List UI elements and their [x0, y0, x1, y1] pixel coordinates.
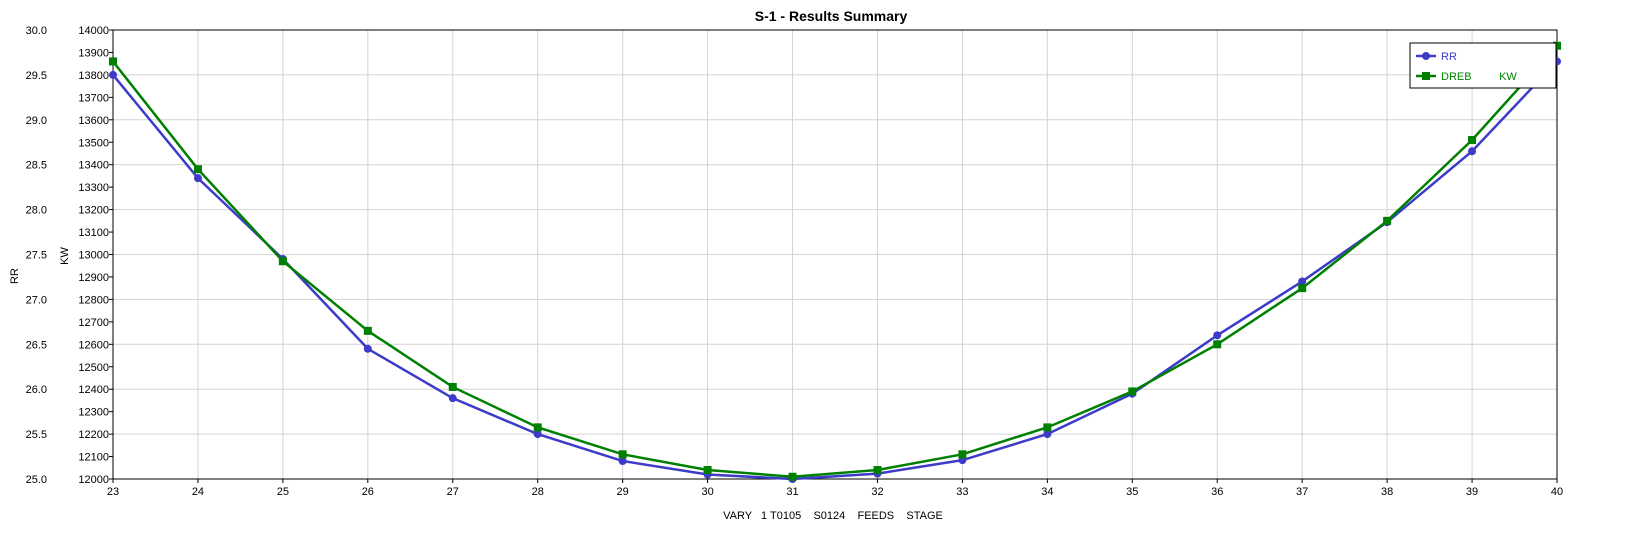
y-right-tick-label: 13100 [78, 227, 109, 239]
legend-box [1409, 42, 1557, 89]
data-point-circle [1043, 430, 1052, 439]
x-tick-label: 25 [277, 486, 289, 498]
data-point-square [1468, 136, 1477, 145]
data-point-square [1383, 216, 1392, 225]
y-right-tick-label: 12300 [78, 407, 109, 419]
y-right-tick-label: 13300 [78, 182, 109, 194]
data-point-circle [1468, 147, 1477, 156]
y-right-tick-label: 13500 [78, 137, 109, 149]
tick-labels: 23 24 25 26 27 28 29 30 31 32 33 34 35 36 37 38 39 40 25.0… [26, 25, 1564, 498]
data-point-circle [1298, 277, 1307, 286]
x-tick-label: 24 [192, 486, 204, 498]
y-right-tick-label: 12900 [78, 272, 109, 284]
data-point-circle [193, 174, 202, 183]
y-right-tick-label: 12100 [78, 452, 109, 464]
y-right-tick-label: 12600 [78, 339, 109, 351]
y-right-tick-label: 12500 [78, 362, 109, 374]
data-point-square [193, 165, 202, 174]
y-right-tick-label: 13200 [78, 205, 109, 217]
y-right-tick-label: 12700 [78, 317, 109, 329]
y-right-tick-label: 12200 [78, 429, 109, 441]
data-point-circle [533, 430, 542, 439]
x-tick-label: 23 [107, 486, 119, 498]
x-tick-label: 31 [786, 486, 798, 498]
series-line-0 [112, 60, 1558, 481]
data-point-square [278, 257, 287, 266]
x-tick-label: 40 [1551, 486, 1563, 498]
x-tick-label: 35 [1126, 486, 1138, 498]
x-tick-label: 32 [871, 486, 883, 498]
y-right-tick-label: 13000 [78, 250, 109, 262]
x-tick-label: 36 [1211, 486, 1223, 498]
x-tick-label: 30 [701, 486, 713, 498]
legend-dreb-label: DREB KW [1441, 71, 1517, 83]
data-point-square [788, 472, 797, 481]
chart-title: S-1 - Results Summary [755, 8, 908, 24]
data-point-square [363, 326, 372, 335]
y-right-tick-label: 13400 [78, 160, 109, 172]
y-right-tick-label: 13900 [78, 47, 109, 59]
y-left-tick-label: 29.0 [26, 115, 47, 127]
x-tick-label: 37 [1296, 486, 1308, 498]
data-point-square [448, 382, 457, 391]
data-point-circle [1213, 331, 1222, 340]
y-left-tick-label: 26.0 [26, 384, 47, 396]
y-right-tick-label: 12800 [78, 294, 109, 306]
y-left-tick-label: 27.5 [26, 250, 47, 262]
series-line-1 [112, 44, 1558, 479]
chart-legend: RR DREB KW [1409, 42, 1557, 89]
y-axis-right-title: KW [59, 247, 71, 265]
x-tick-label: 28 [532, 486, 544, 498]
data-point-square [1553, 41, 1561, 50]
y-right-tick-label: 14000 [78, 25, 109, 37]
data-point-square [703, 466, 712, 475]
data-point-circle [363, 344, 372, 353]
y-left-tick-label: 27.0 [26, 294, 47, 306]
legend-rr-marker [1422, 52, 1430, 60]
data-point-square [1213, 340, 1222, 349]
y-left-tick-label: 26.5 [26, 339, 47, 351]
data-point-circle [109, 70, 117, 79]
x-tick-label: 38 [1381, 486, 1393, 498]
y-axis-left-title: RR [9, 268, 21, 284]
y-left-tick-label: 25.0 [26, 474, 47, 486]
y-left-tick-label: 30.0 [26, 25, 47, 37]
data-point-square [873, 466, 882, 475]
x-tick-label: 27 [447, 486, 459, 498]
legend-rr-label: RR [1441, 51, 1457, 63]
data-point-square [109, 57, 117, 66]
x-tick-label: 34 [1041, 486, 1053, 498]
y-right-tick-label: 13700 [78, 92, 109, 104]
data-point-square [1128, 387, 1137, 396]
data-series [109, 41, 1561, 483]
data-point-square [618, 450, 627, 459]
y-left-tick-label: 29.5 [26, 70, 47, 82]
data-point-square [1043, 423, 1052, 432]
y-left-tick-label: 28.5 [26, 160, 47, 172]
x-tick-label: 39 [1466, 486, 1478, 498]
y-right-tick-label: 12400 [78, 384, 109, 396]
data-point-square [1298, 284, 1307, 293]
x-tick-label: 26 [362, 486, 374, 498]
data-point-square [958, 450, 967, 459]
y-left-tick-label: 25.5 [26, 429, 47, 441]
x-tick-label: 29 [617, 486, 629, 498]
y-right-tick-label: 13600 [78, 115, 109, 127]
y-left-tick-label: 28.0 [26, 205, 47, 217]
x-axis-title: VARY 1 T0105 S0124 FEEDS STAGE [723, 510, 943, 522]
y-right-tick-label: 13800 [78, 70, 109, 82]
x-tick-label: 33 [956, 486, 968, 498]
y-right-tick-label: 12000 [78, 474, 109, 486]
data-point-circle [448, 394, 457, 403]
data-point-circle [618, 457, 627, 466]
legend-dreb-marker [1422, 72, 1430, 80]
data-point-square [533, 423, 542, 432]
